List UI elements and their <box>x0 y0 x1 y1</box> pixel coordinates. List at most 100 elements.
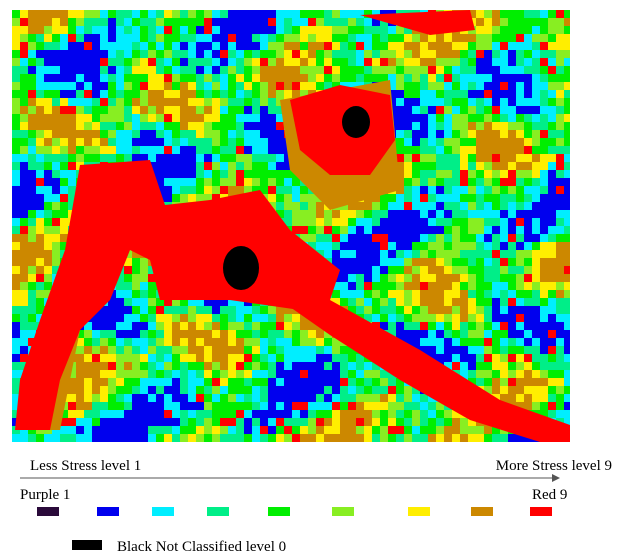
map-cell <box>292 58 300 66</box>
map-cell <box>12 74 20 82</box>
map-cell <box>556 130 564 138</box>
map-cell <box>28 250 36 258</box>
map-cell <box>100 42 108 50</box>
map-cell <box>124 138 132 146</box>
map-cell <box>540 26 548 34</box>
map-cell <box>244 394 252 402</box>
map-cell <box>548 154 556 162</box>
map-cell <box>356 34 364 42</box>
map-cell <box>220 66 228 74</box>
map-cell <box>28 290 36 298</box>
map-cell <box>260 362 268 370</box>
map-cell <box>252 82 260 90</box>
map-cell <box>268 194 276 202</box>
map-cell <box>420 114 428 122</box>
map-cell <box>124 82 132 90</box>
map-cell <box>188 42 196 50</box>
map-cell <box>564 58 570 66</box>
map-cell <box>324 218 332 226</box>
map-cell <box>188 154 196 162</box>
map-cell <box>420 250 428 258</box>
map-cell <box>164 394 172 402</box>
map-cell <box>412 90 420 98</box>
map-cell <box>252 306 260 314</box>
map-cell <box>252 98 260 106</box>
map-cell <box>76 410 84 418</box>
map-cell <box>228 10 236 18</box>
map-cell <box>308 66 316 74</box>
map-cell <box>52 90 60 98</box>
map-cell <box>204 10 212 18</box>
map-cell <box>476 146 484 154</box>
map-cell <box>412 338 420 346</box>
map-cell <box>532 74 540 82</box>
map-cell <box>524 18 532 26</box>
map-cell <box>540 42 548 50</box>
map-cell <box>268 74 276 82</box>
map-cell <box>484 258 492 266</box>
map-cell <box>324 370 332 378</box>
map-cell <box>212 378 220 386</box>
map-cell <box>124 34 132 42</box>
map-cell <box>236 170 244 178</box>
map-cell <box>500 90 508 98</box>
map-cell <box>12 354 20 362</box>
map-cell <box>324 402 332 410</box>
map-cell <box>308 42 316 50</box>
map-cell <box>420 210 428 218</box>
map-cell <box>516 250 524 258</box>
map-cell <box>220 154 228 162</box>
map-cell <box>380 386 388 394</box>
map-cell <box>524 386 532 394</box>
map-cell <box>300 322 308 330</box>
map-cell <box>172 74 180 82</box>
map-cell <box>68 162 76 170</box>
map-cell <box>452 58 460 66</box>
map-cell <box>260 410 268 418</box>
map-cell <box>532 234 540 242</box>
map-cell <box>140 122 148 130</box>
map-cell <box>84 426 92 434</box>
map-cell <box>476 66 484 74</box>
map-cell <box>268 426 276 434</box>
map-cell <box>348 66 356 74</box>
map-cell <box>540 90 548 98</box>
map-cell <box>204 154 212 162</box>
map-cell <box>564 218 570 226</box>
map-cell <box>468 266 476 274</box>
map-cell <box>548 114 556 122</box>
map-cell <box>172 34 180 42</box>
map-cell <box>500 338 508 346</box>
map-cell <box>452 210 460 218</box>
map-cell <box>84 10 92 18</box>
map-cell <box>484 322 492 330</box>
map-cell <box>156 370 164 378</box>
map-cell <box>444 170 452 178</box>
map-cell <box>276 362 284 370</box>
map-cell <box>180 362 188 370</box>
map-cell <box>500 386 508 394</box>
map-cell <box>108 154 116 162</box>
map-cell <box>12 26 20 34</box>
map-cell <box>92 386 100 394</box>
map-cell <box>556 178 564 186</box>
map-cell <box>132 330 140 338</box>
map-cell <box>44 50 52 58</box>
map-cell <box>284 178 292 186</box>
map-cell <box>284 346 292 354</box>
map-cell <box>524 306 532 314</box>
map-cell <box>396 194 404 202</box>
map-cell <box>420 194 428 202</box>
map-cell <box>372 394 380 402</box>
map-cell <box>556 210 564 218</box>
map-cell <box>212 306 220 314</box>
map-cell <box>428 50 436 58</box>
map-cell <box>516 122 524 130</box>
map-cell <box>524 170 532 178</box>
map-cell <box>28 82 36 90</box>
map-cell <box>212 410 220 418</box>
map-cell <box>204 322 212 330</box>
map-cell <box>436 58 444 66</box>
map-cell <box>468 210 476 218</box>
map-cell <box>380 418 388 426</box>
